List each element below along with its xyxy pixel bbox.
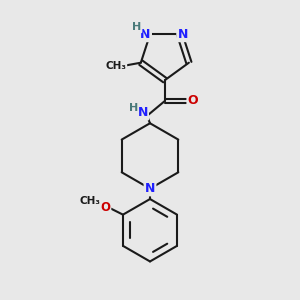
Text: O: O: [100, 201, 110, 214]
Text: H: H: [132, 22, 141, 32]
Text: N: N: [140, 28, 151, 41]
Text: CH₃: CH₃: [106, 61, 127, 71]
Text: N: N: [137, 106, 148, 119]
Text: O: O: [188, 94, 198, 107]
Text: N: N: [145, 182, 155, 195]
Text: CH₃: CH₃: [80, 196, 101, 206]
Text: H: H: [129, 103, 138, 113]
Text: N: N: [178, 28, 188, 41]
